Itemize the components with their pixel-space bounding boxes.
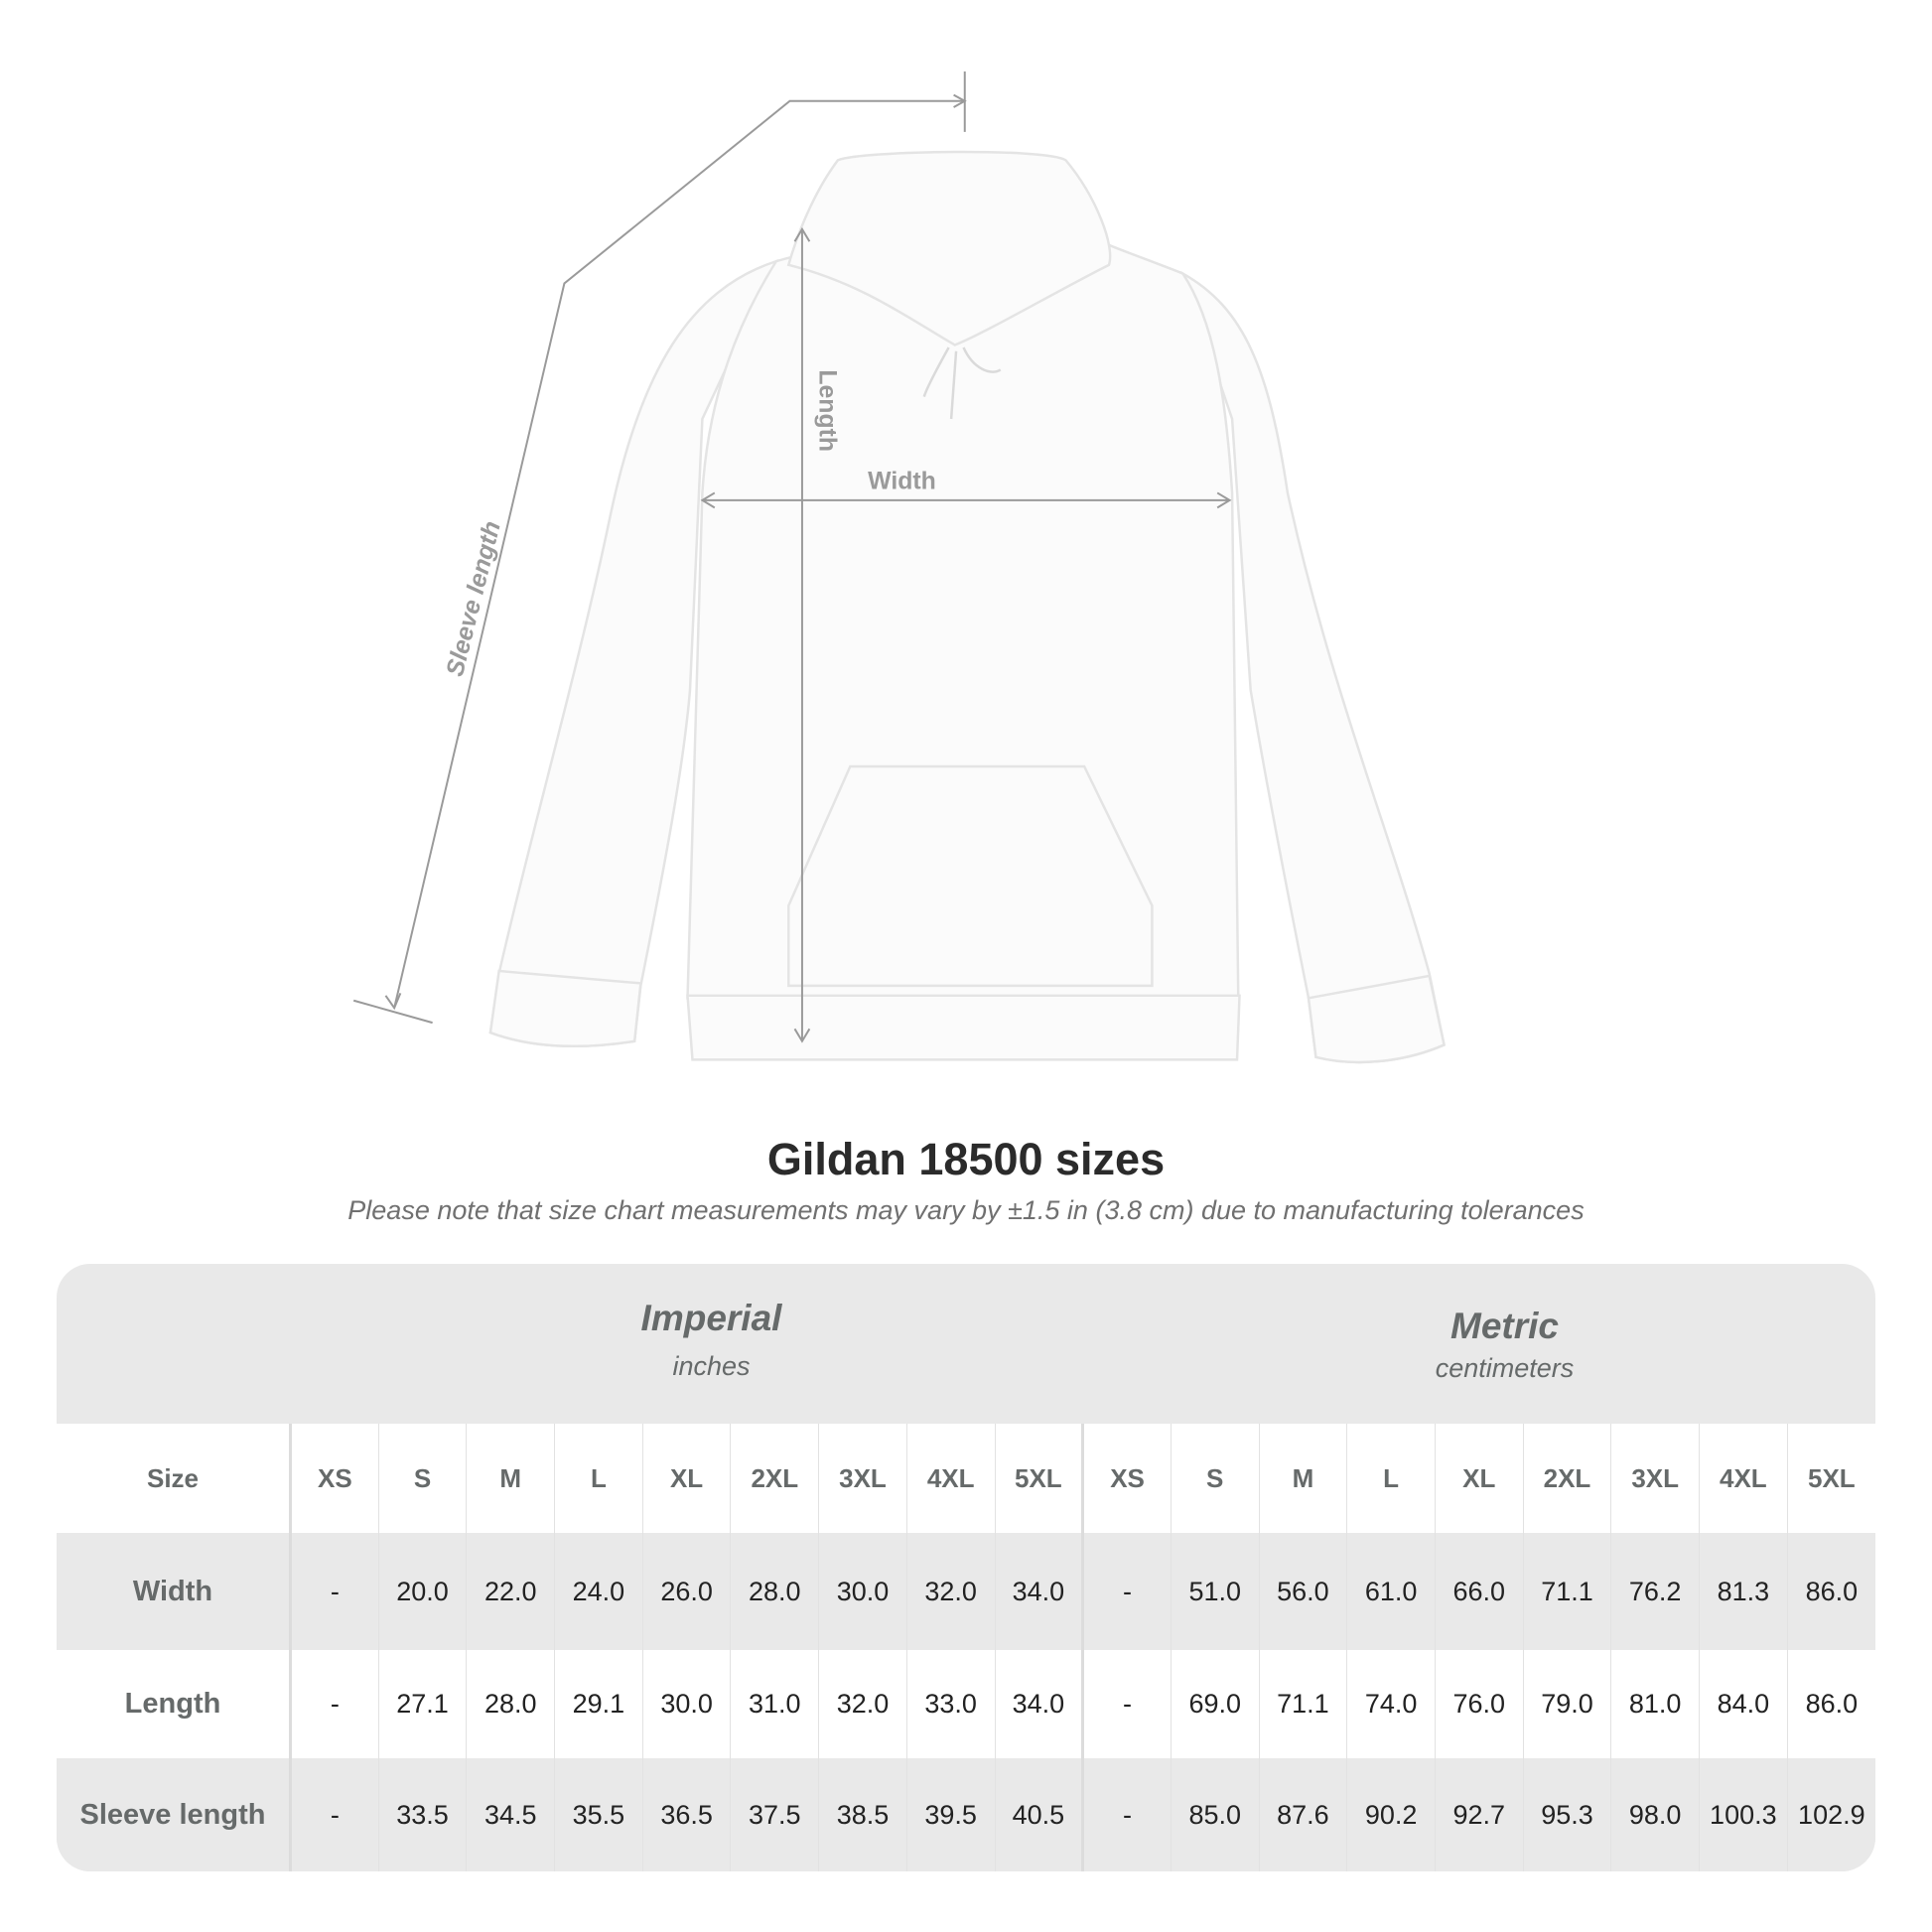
table-row: Length -27.1 28.0 29.1 30.0 31.0 32.0 33.0 34.0-… [57,1650,1875,1758]
metric-cell: - [1081,1650,1172,1758]
metric-cell: 71.1 [1522,1533,1611,1650]
imperial-cell: - [290,1533,379,1650]
metric-header: Metric centimeters [1134,1264,1875,1424]
imperial-cell: 40.5 [994,1758,1083,1871]
imperial-cell: - [290,1650,379,1758]
metric-cell: - [1081,1758,1172,1871]
row-label: Length [57,1650,292,1758]
hoodie-diagram: Length Width Sleeve length [352,70,1446,1064]
metric-cell: 3XL [1610,1424,1700,1533]
imperial-cell: 37.5 [730,1758,819,1871]
imperial-cell: 34.0 [994,1650,1083,1758]
imperial-cell: 26.0 [641,1533,731,1650]
tolerance-note: Please note that size chart measurements… [347,1195,1585,1225]
imperial-cell: XL [641,1424,731,1533]
metric-cell: 76.2 [1610,1533,1700,1650]
imperial-cell: 27.1 [377,1650,467,1758]
metric-cell: 100.3 [1699,1758,1788,1871]
metric-cell: 85.0 [1170,1758,1260,1871]
imperial-cell: 33.5 [377,1758,467,1871]
metric-cell: 95.3 [1522,1758,1611,1871]
imperial-cell: 28.0 [730,1533,819,1650]
measurement-lines [352,70,1232,1043]
metric-cell: 71.1 [1258,1650,1347,1758]
imperial-cell: 32.0 [818,1650,907,1758]
metric-cell: 56.0 [1258,1533,1347,1650]
size-table: Imperial inches Metric centimeters Size X… [57,1264,1875,1871]
metric-cell: S [1170,1424,1260,1533]
metric-cell: 4XL [1699,1424,1788,1533]
metric-cell: 61.0 [1346,1533,1436,1650]
imperial-cell: 4XL [905,1424,995,1533]
length-line [793,226,811,1043]
imperial-cell: 34.0 [994,1533,1083,1650]
length-label: Length [813,369,840,452]
imperial-cell: L [554,1424,643,1533]
metric-cell: 51.0 [1170,1533,1260,1650]
imperial-cell: 31.0 [730,1650,819,1758]
metric-cell: M [1258,1424,1347,1533]
width-line [700,491,1232,509]
metric-cell: 79.0 [1522,1650,1611,1758]
metric-cell: L [1346,1424,1436,1533]
imperial-cell: S [377,1424,467,1533]
metric-cell: 102.9 [1786,1758,1875,1871]
metric-cell: 5XL [1786,1424,1875,1533]
table-row: Sleeve length -33.5 34.5 35.5 36.5 37.5 38.5 39… [57,1758,1875,1871]
imperial-cell: 30.0 [641,1650,731,1758]
imperial-cell: 30.0 [818,1533,907,1650]
metric-cell: - [1081,1533,1172,1650]
metric-cell: 69.0 [1170,1650,1260,1758]
metric-cell: 98.0 [1610,1758,1700,1871]
imperial-cell: 38.5 [818,1758,907,1871]
metric-cell: 66.0 [1434,1533,1524,1650]
imperial-cell: 36.5 [641,1758,731,1871]
metric-cell: 76.0 [1434,1650,1524,1758]
sleeve-length-label: Sleeve length [442,518,506,679]
imperial-cell: 20.0 [377,1533,467,1650]
imperial-cell: 35.5 [554,1758,643,1871]
row-label: Size [57,1424,292,1533]
imperial-cell: 29.1 [554,1650,643,1758]
metric-cell: 92.7 [1434,1758,1524,1871]
imperial-cell: 34.5 [466,1758,555,1871]
imperial-cell: XS [290,1424,379,1533]
row-label: Width [57,1533,292,1650]
metric-cell: 90.2 [1346,1758,1436,1871]
metric-cell: 81.3 [1699,1533,1788,1650]
metric-cell: 74.0 [1346,1650,1436,1758]
metric-cell: 81.0 [1610,1650,1700,1758]
row-label: Sleeve length [57,1758,292,1871]
size-grid: Size XS S M L XL 2XL 3XL 4XL 5XL XS S M L XL 2XL 3XL 4XL 5… [57,1424,1875,1871]
imperial-cell: 32.0 [905,1533,995,1650]
imperial-cell: 2XL [730,1424,819,1533]
imperial-cell: M [466,1424,555,1533]
imperial-cell: - [290,1758,379,1871]
imperial-title: Imperial [640,1298,782,1338]
imperial-cell: 22.0 [466,1533,555,1650]
table-row: Width -20.0 22.0 24.0 26.0 28.0 30.0 32.0 34.0-5… [57,1533,1875,1650]
sleeve-arrowheads [384,93,967,1011]
page-title: Gildan 18500 sizes [766,1134,1166,1184]
imperial-unit: inches [672,1351,751,1381]
metric-unit: centimeters [1435,1353,1575,1383]
metric-cell: 86.0 [1786,1650,1875,1758]
imperial-cell: 24.0 [554,1533,643,1650]
metric-cell: 87.6 [1258,1758,1347,1871]
size-header-row: Size XS S M L XL 2XL 3XL 4XL 5XL XS S M L XL 2XL 3XL 4XL 5… [57,1424,1875,1533]
width-label: Width [868,469,936,495]
metric-cell: XL [1434,1424,1524,1533]
metric-cell: XS [1081,1424,1172,1533]
imperial-cell: 28.0 [466,1650,555,1758]
metric-cell: 84.0 [1699,1650,1788,1758]
hoodie-image [488,150,1446,1064]
imperial-header: Imperial inches [57,1264,1134,1424]
metric-cell: 2XL [1522,1424,1611,1533]
imperial-cell: 39.5 [905,1758,995,1871]
imperial-cell: 33.0 [905,1650,995,1758]
imperial-cell: 3XL [818,1424,907,1533]
metric-cell: 86.0 [1786,1533,1875,1650]
imperial-cell: 5XL [994,1424,1083,1533]
metric-title: Metric [1450,1306,1559,1346]
